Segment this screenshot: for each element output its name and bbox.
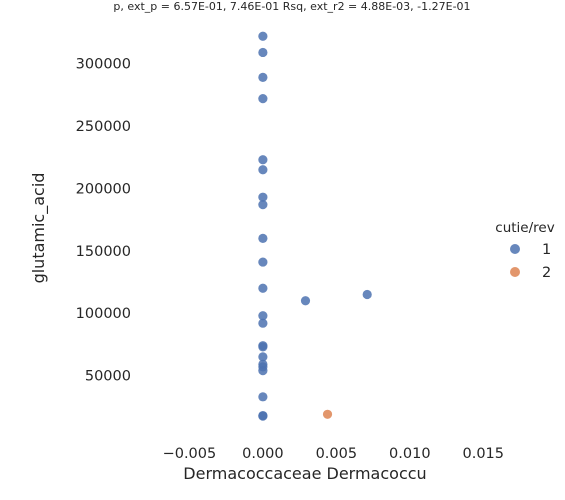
legend-label-series-2: 2 [542, 265, 551, 281]
y-tick-label: 250000 [76, 119, 131, 135]
y-tick-label: 100000 [76, 306, 131, 322]
scatter-points [258, 31, 372, 421]
legend-marker-series-2 [510, 267, 520, 277]
data-point-series-1 [258, 72, 268, 82]
y-tick-label: 50000 [85, 369, 131, 385]
data-point-series-1 [258, 366, 268, 376]
data-point-series-1 [258, 311, 268, 321]
y-tick-label: 300000 [76, 57, 131, 73]
chart-title: p, ext_p = 6.57E-01, 7.46E-01 Rsq, ext_r… [113, 0, 470, 13]
data-point-series-1 [258, 257, 268, 267]
data-point-series-1 [258, 392, 268, 402]
data-point-series-1 [258, 200, 268, 210]
data-point-series-1 [362, 289, 372, 300]
data-point-series-1 [258, 352, 268, 362]
x-tick-label: 0.015 [463, 446, 505, 462]
data-point-series-1 [258, 283, 268, 293]
legend: cutie/rev 1 2 [495, 220, 554, 281]
data-point-series-1 [258, 411, 268, 421]
data-point-series-1 [258, 155, 268, 165]
legend-title: cutie/rev [495, 220, 554, 236]
legend-label-series-1: 1 [542, 242, 551, 258]
x-tick-label: −0.005 [163, 446, 217, 462]
data-point-series-1 [258, 165, 268, 175]
data-point-series-1 [258, 94, 268, 104]
x-axis-label: Dermacoccaceae Dermacoccu [183, 464, 426, 483]
data-point-series-1 [258, 192, 268, 202]
data-point-series-1 [258, 233, 268, 243]
y-tick-label: 150000 [76, 244, 131, 260]
data-point-series-1 [258, 31, 268, 41]
data-point-series-2 [322, 409, 333, 419]
y-axis-label: glutamic_acid [29, 173, 49, 284]
x-tick-label: 0.010 [389, 446, 431, 462]
data-point-series-1 [258, 318, 268, 328]
data-point-series-1 [300, 296, 311, 306]
y-tick-label: 200000 [76, 181, 131, 197]
legend-marker-series-1 [510, 244, 520, 254]
x-axis-ticks: −0.005 0.000 0.005 0.010 0.015 [163, 446, 504, 462]
y-axis-ticks: 50000 100000 150000 200000 250000 300000 [76, 57, 131, 385]
data-point-series-1 [258, 342, 268, 352]
x-tick-label: 0.000 [242, 446, 284, 462]
x-tick-label: 0.005 [316, 446, 358, 462]
data-point-series-1 [258, 47, 268, 58]
